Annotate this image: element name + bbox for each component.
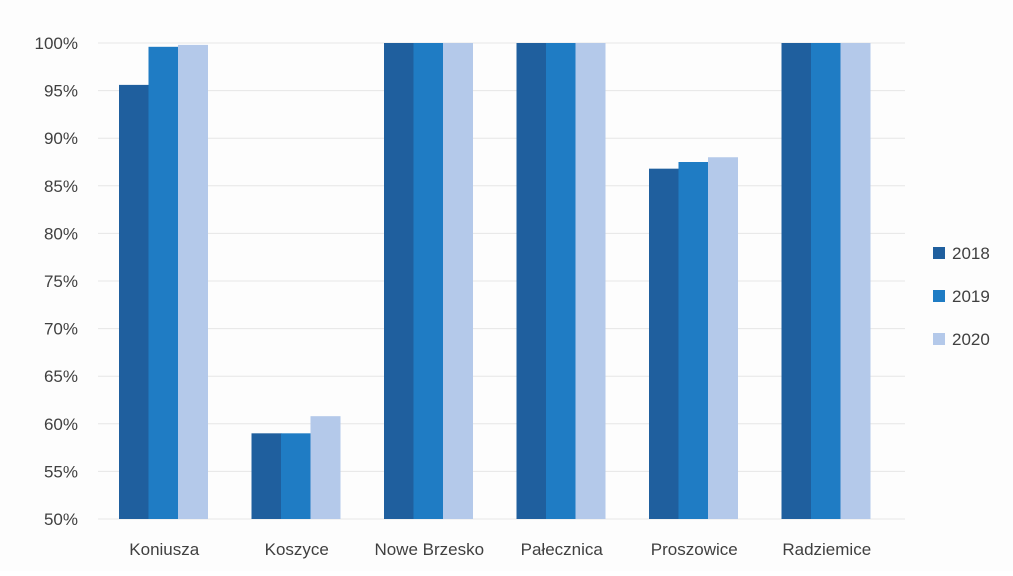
legend-label: 2018 [952, 244, 990, 263]
bar-2018-3 [516, 43, 547, 519]
y-tick-label: 70% [44, 320, 78, 339]
x-tick-label: Koniusza [129, 540, 199, 559]
y-tick-label: 65% [44, 367, 78, 386]
bar-2019-3 [546, 43, 576, 519]
y-tick-label: 50% [44, 510, 78, 529]
gridlines [98, 42, 905, 520]
y-tick-label: 80% [44, 224, 78, 243]
bar-2018-4 [649, 168, 679, 519]
bar-2019-0 [148, 46, 179, 520]
x-tick-label: Nowe Brzesko [374, 540, 484, 559]
legend-label: 2019 [952, 287, 990, 306]
bar-2018-1 [251, 433, 282, 519]
bar-2018-5 [781, 43, 812, 519]
bars [119, 43, 871, 520]
y-tick-label: 90% [44, 129, 78, 148]
bar-2020-2 [443, 43, 473, 519]
y-tick-label: 60% [44, 415, 78, 434]
x-tick-label: Radziemice [782, 540, 871, 559]
bar-2019-1 [281, 433, 311, 519]
bar-2018-2 [384, 43, 414, 519]
bar-2020-0 [178, 44, 208, 520]
bar-2019-4 [678, 162, 709, 519]
y-tick-label: 100% [35, 34, 78, 53]
legend-label: 2020 [952, 330, 990, 349]
bar-2020-4 [708, 157, 738, 520]
x-tick-label: Pałecznica [521, 540, 604, 559]
x-axis: Koniusza Koszyce Nowe Brzesko Pałecznica Pro… [129, 540, 871, 559]
y-tick-label: 55% [44, 462, 78, 481]
bar-2019-2 [413, 43, 444, 519]
bar-2018-0 [119, 84, 149, 519]
y-tick-label: 75% [44, 272, 78, 291]
legend-swatch-2019 [933, 290, 945, 302]
legend-swatch-2020 [933, 333, 945, 345]
x-tick-label: Proszowice [651, 540, 738, 559]
legend-swatch-2018 [933, 247, 945, 259]
legend: 2018 2019 2020 [933, 244, 990, 349]
y-tick-label: 85% [44, 177, 78, 196]
y-tick-label: 95% [44, 82, 78, 101]
bar-2019-5 [811, 43, 841, 519]
bar-2020-1 [310, 416, 341, 519]
bar-2020-5 [840, 43, 871, 519]
y-axis: 50% 55% 60% 65% 70% 75% 80% 85% 90% 95% 100% [35, 34, 78, 529]
bar-2020-3 [575, 43, 606, 519]
x-tick-label: Koszyce [265, 540, 329, 559]
